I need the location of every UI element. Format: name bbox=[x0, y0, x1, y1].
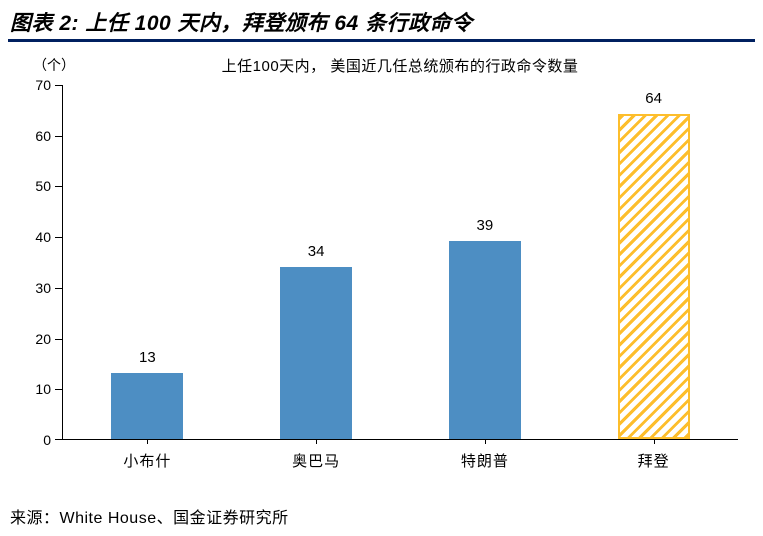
y-tick-mark bbox=[55, 389, 62, 391]
y-tick-mark bbox=[55, 287, 62, 289]
bar-value-label: 39 bbox=[476, 217, 494, 234]
y-axis-unit-label: （个） bbox=[33, 57, 75, 73]
y-tick-label: 30 bbox=[35, 279, 51, 296]
source-note: 来源：White House、国金证券研究所 bbox=[10, 510, 289, 527]
x-category-label: 特朗普 bbox=[460, 453, 509, 470]
bar-value-label: 13 bbox=[139, 349, 156, 366]
y-tick-mark bbox=[55, 135, 62, 137]
bar-group: 64 拜登 bbox=[569, 85, 738, 470]
y-tick-label: 10 bbox=[35, 381, 51, 398]
x-tick-mark bbox=[316, 440, 318, 444]
y-tick-label: 60 bbox=[35, 127, 51, 144]
bar-hatched bbox=[617, 114, 690, 439]
y-tick-mark bbox=[55, 439, 62, 440]
bar-group: 34 奥巴马 bbox=[232, 85, 401, 470]
bar-group: 39 特朗普 bbox=[401, 85, 570, 470]
y-tick-label: 0 bbox=[43, 432, 51, 448]
y-tick-mark bbox=[55, 186, 62, 188]
x-category-label: 拜登 bbox=[637, 453, 670, 470]
y-tick-label: 40 bbox=[35, 229, 51, 246]
bar-group: 13 小布什 bbox=[63, 85, 232, 470]
x-category-label: 小布什 bbox=[123, 453, 172, 470]
y-tick-label: 70 bbox=[35, 77, 51, 93]
chart-title: 上任100天内， 美国近几任总统颁布的行政命令数量 bbox=[221, 58, 579, 75]
x-category-label: 奥巴马 bbox=[292, 453, 341, 470]
y-tick-label: 50 bbox=[35, 178, 51, 195]
y-tick-mark bbox=[55, 85, 62, 86]
x-tick-mark bbox=[653, 440, 655, 444]
y-tick-mark bbox=[55, 237, 62, 239]
bar-value-label: 34 bbox=[307, 243, 325, 260]
y-tick-mark bbox=[55, 338, 62, 340]
plot-area: 0 10 20 30 40 50 60 70 13 小布什 34 奥巴马 39 特朗普 64 拜登 bbox=[35, 77, 738, 470]
bar-value-label: 64 bbox=[645, 90, 662, 107]
x-tick-mark bbox=[484, 440, 486, 444]
figure-title: 图表 2: 上任 100 天内，拜登颁布 64 条行政命令 bbox=[10, 12, 473, 35]
x-tick-mark bbox=[147, 440, 149, 444]
y-tick-label: 20 bbox=[35, 330, 51, 347]
bar bbox=[448, 241, 521, 439]
bar bbox=[280, 267, 353, 439]
header-rule bbox=[8, 39, 755, 42]
bar bbox=[111, 373, 184, 439]
